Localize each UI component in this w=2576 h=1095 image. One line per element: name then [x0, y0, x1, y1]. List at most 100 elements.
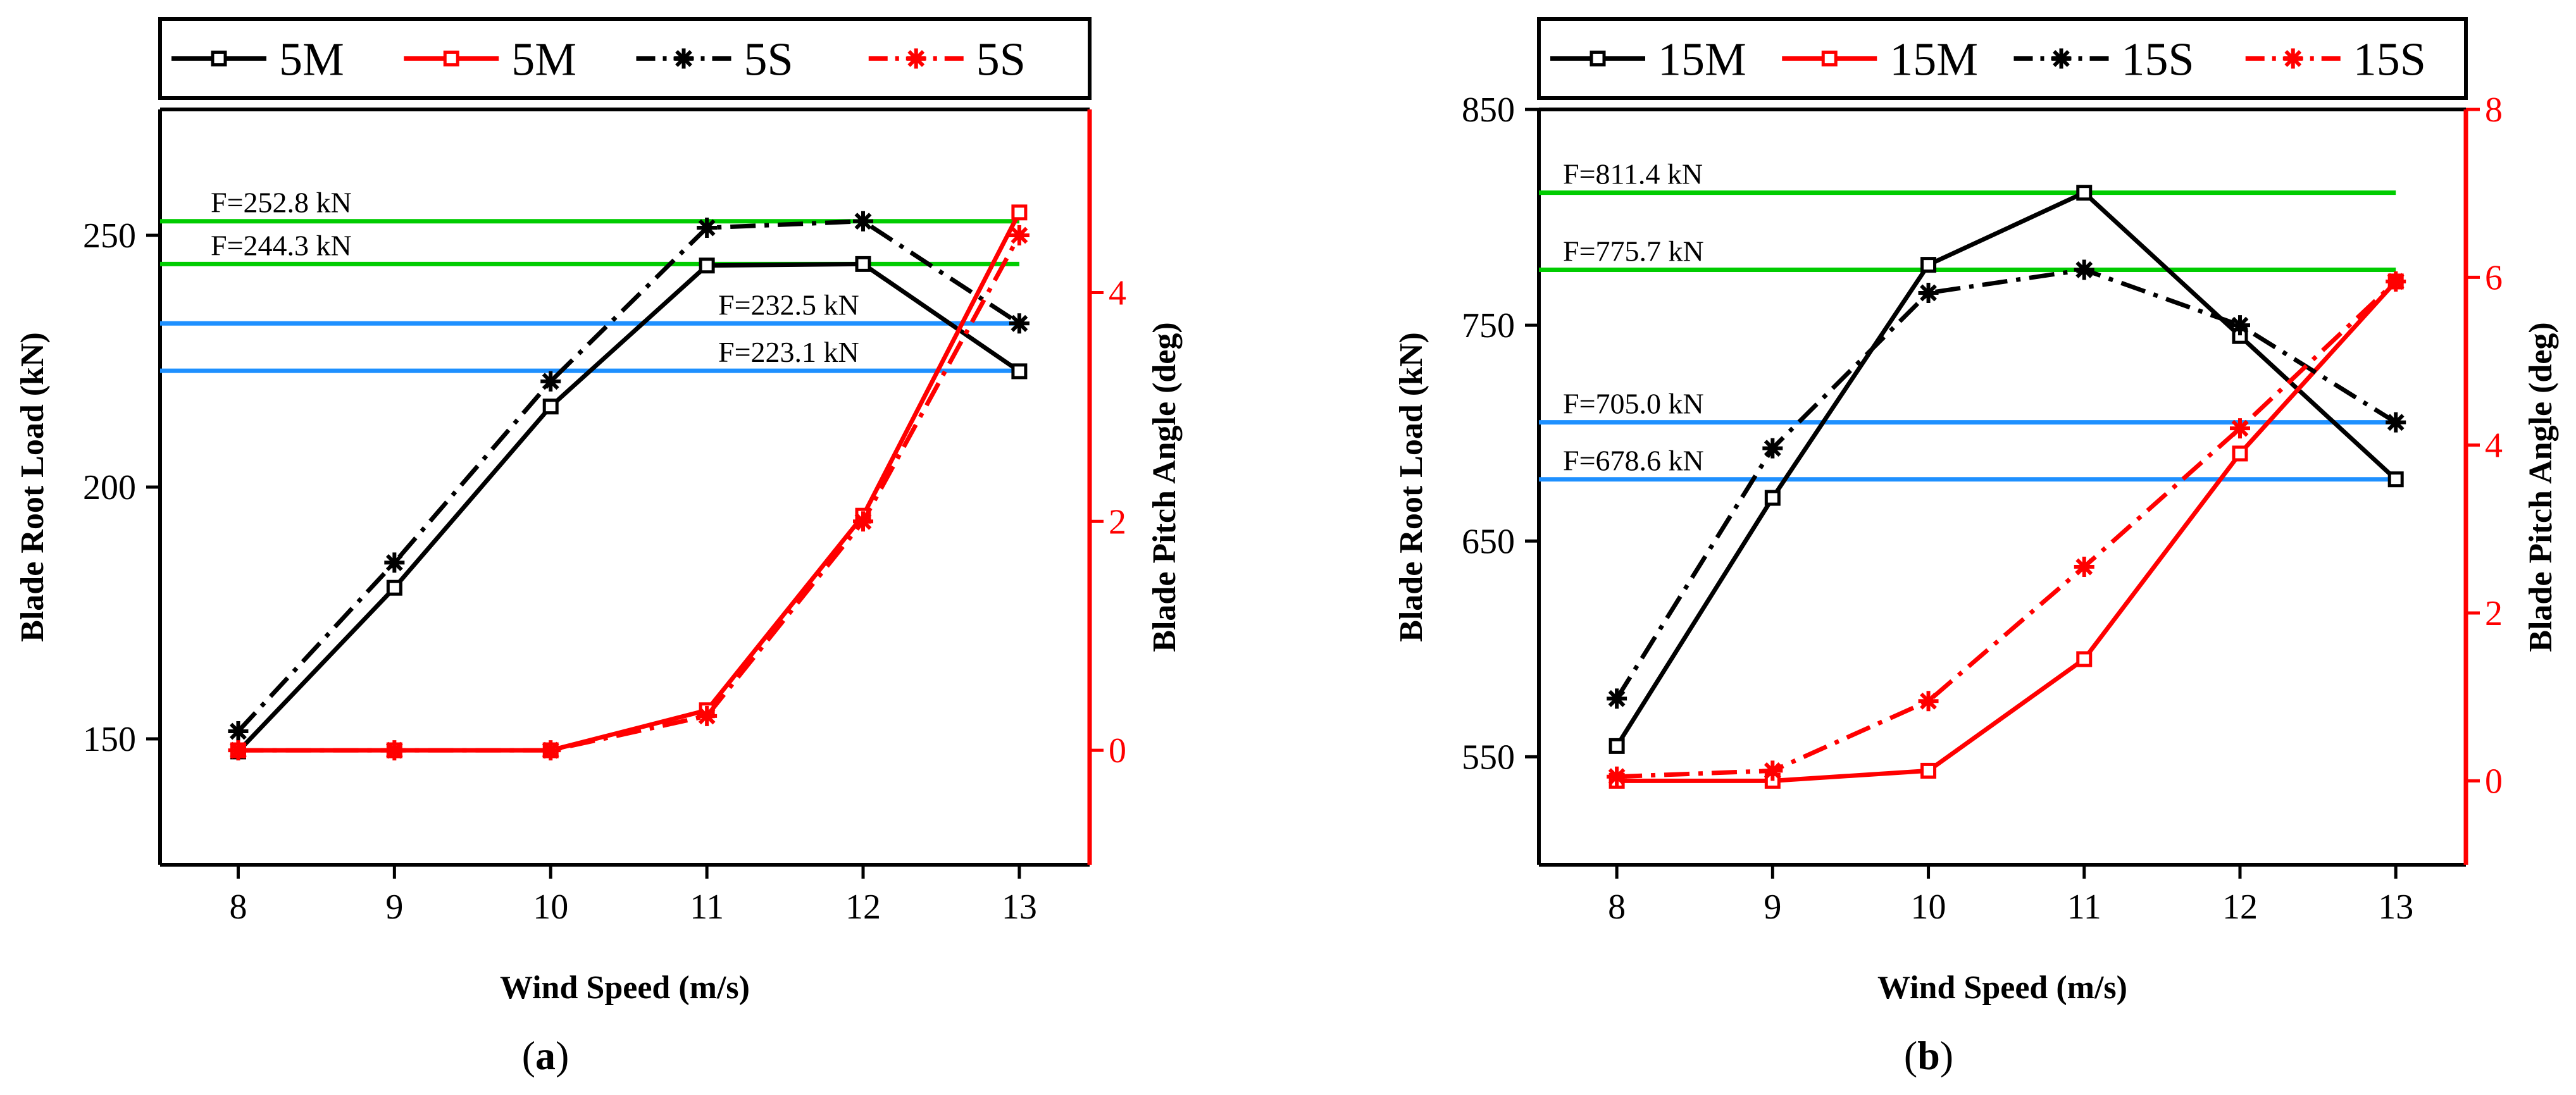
data-point: [542, 399, 559, 415]
x-tick-label: 9: [1764, 888, 1781, 927]
legend-label: 5S: [976, 34, 1026, 86]
legend-swatch-marker: [673, 48, 694, 69]
data-point: [1918, 691, 1939, 712]
panel-label-letter: b: [1917, 1033, 1940, 1078]
data-point: [384, 552, 405, 573]
data-point: [1009, 313, 1030, 334]
panel-label: (a): [522, 1033, 569, 1078]
data-point: [384, 740, 405, 761]
legend-swatch-marker: [443, 51, 459, 66]
data-point: [2229, 418, 2250, 439]
threshold-label: F=223.1 kN: [718, 336, 859, 368]
y-left-axis-label: Blade Root Load (kN): [15, 332, 51, 642]
data-point: [2076, 185, 2093, 201]
y-right-axis-label: Blade Pitch Angle (deg): [1147, 322, 1183, 652]
y-left-tick-label: 750: [1462, 306, 1515, 345]
x-tick-label: 9: [385, 888, 403, 927]
legend-swatch-marker: [905, 48, 926, 69]
x-tick-label: 12: [2222, 888, 2258, 927]
data-point: [2229, 315, 2250, 336]
panel-label: (b): [1904, 1033, 1953, 1078]
x-tick-label: 10: [1911, 888, 1946, 927]
y-left-tick-label: 850: [1462, 90, 1515, 130]
y-right-tick-label: 8: [2485, 90, 2503, 130]
x-axis-label: Wind Speed (m/s): [500, 970, 750, 1006]
x-tick-label: 8: [229, 888, 247, 927]
y-left-tick-label: 150: [83, 720, 136, 759]
threshold-label: F=811.4 kN: [1563, 158, 1703, 190]
data-point: [1011, 204, 1028, 221]
y-right-tick-label: 2: [1109, 502, 1126, 541]
data-point: [2232, 445, 2248, 462]
data-point: [1920, 762, 1937, 779]
legend-label: 5M: [279, 34, 344, 86]
y-left-tick-label: 200: [83, 468, 136, 507]
legend-label: 5S: [744, 34, 793, 86]
legend: 5M 5M 5S 5S: [158, 17, 1092, 100]
series-line-15M-right: [1617, 280, 2398, 783]
series-line-5M-left: [236, 261, 1021, 753]
legend-swatch-marker: [1590, 51, 1606, 66]
data-point: [228, 740, 249, 761]
data-point: [697, 705, 718, 726]
data-point: [2386, 271, 2406, 292]
legend-swatch-marker: [211, 51, 227, 66]
data-point: [1607, 766, 1627, 787]
data-point: [2074, 259, 2094, 280]
y-left-axis-label: Blade Root Load (kN): [1393, 332, 1429, 642]
series-line-15S-right: [1616, 280, 2398, 779]
data-point: [2387, 471, 2404, 488]
data-point: [697, 218, 718, 238]
panel-b-chart: 8 9 10 11 12 13 550 650 750 850 0 2 4 6 8 Wind Speed (m…: [1393, 17, 2559, 1078]
threshold-label: F=678.6 kN: [1563, 445, 1704, 477]
legend: 15M 15M 15S 15S: [1537, 17, 2468, 100]
data-point: [853, 511, 874, 532]
data-point: [386, 579, 402, 596]
x-tick-label: 11: [690, 888, 724, 927]
y-right-axis-label: Blade Pitch Angle (deg): [2523, 322, 2559, 652]
threshold-label: F=244.3 kN: [211, 229, 352, 261]
data-point: [228, 721, 249, 742]
data-point: [1608, 738, 1625, 754]
threshold-label: F=252.8 kN: [211, 187, 352, 219]
x-tick-label: 8: [1608, 888, 1626, 927]
x-tick-label: 13: [1002, 888, 1037, 927]
threshold-label: F=232.5 kN: [718, 288, 859, 321]
legend-label: 15S: [2353, 34, 2426, 86]
threshold-label: F=775.7 kN: [1563, 235, 1704, 267]
legend-swatch-marker: [2282, 48, 2303, 69]
y-right-tick-label: 6: [2485, 258, 2503, 297]
y-left-tick-label: 650: [1462, 522, 1515, 561]
series-line-15M-left: [1615, 190, 2398, 748]
data-point: [699, 257, 715, 274]
data-point: [540, 740, 561, 761]
legend-label: 15M: [1889, 34, 1978, 86]
data-point: [855, 256, 871, 272]
data-point: [1009, 225, 1030, 245]
legend-swatch-marker: [2051, 48, 2072, 69]
x-tick-label: 11: [2067, 888, 2101, 927]
x-tick-label: 12: [845, 888, 881, 927]
x-tick-label: 13: [2378, 888, 2413, 927]
legend-label: 5M: [511, 34, 576, 86]
threshold-label: F=705.0 kN: [1563, 388, 1704, 420]
y-right-tick-label: 2: [2485, 594, 2503, 633]
y-right-tick-label: 4: [2485, 426, 2503, 466]
series-line-5S-left: [236, 219, 1021, 733]
data-point: [2074, 557, 2094, 578]
y-right-tick-label: 0: [1109, 731, 1126, 770]
x-tick-label: 10: [533, 888, 568, 927]
legend-label: 15S: [2122, 34, 2194, 86]
panel-a-chart: 8 9 10 11 12 13 150 200 250 0 2 4 Wind Speed (m/s) Bl…: [15, 17, 1183, 1078]
series-line-15S-left: [1615, 267, 2398, 700]
data-point: [1918, 282, 1939, 303]
data-point: [1011, 363, 1028, 380]
data-point: [1607, 688, 1627, 709]
y-right-tick-label: 4: [1109, 273, 1126, 312]
panel-label-letter: a: [535, 1033, 556, 1078]
data-point: [540, 371, 561, 392]
data-point: [853, 211, 874, 232]
y-left-tick-label: 250: [83, 216, 136, 256]
y-left-tick-label: 550: [1462, 738, 1515, 777]
